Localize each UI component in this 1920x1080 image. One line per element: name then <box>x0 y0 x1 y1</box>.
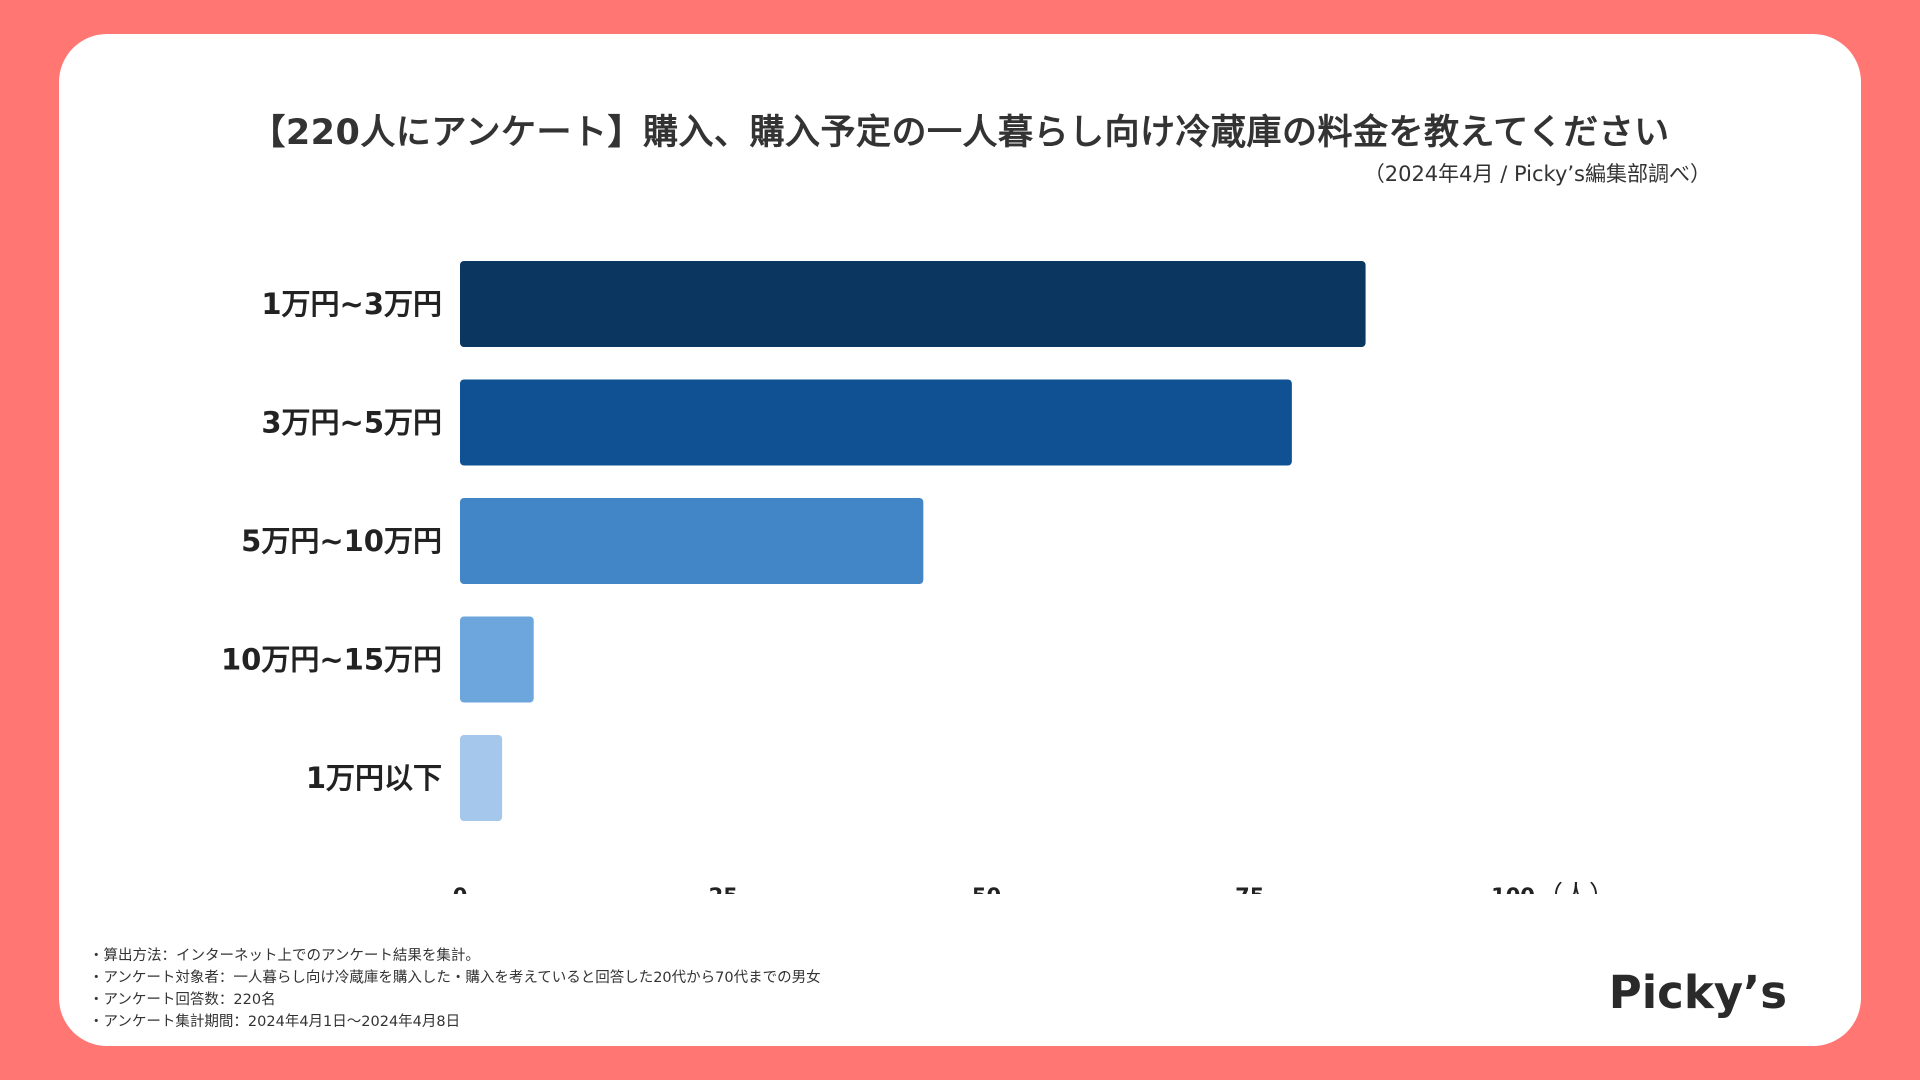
x-axis-unit: （人） <box>1537 881 1615 894</box>
category-label-2: 3万円~5万円 <box>261 406 442 440</box>
note-target: ・アンケート対象者：一人暮らし向け冷蔵庫を購入した・購入を考えていると回答した2… <box>89 970 821 986</box>
bar-1 <box>460 261 1366 347</box>
note-period: ・アンケート集計期間：2024年4月1日〜2024年4月8日 <box>89 1014 461 1030</box>
chart-card: 【220人にアンケート】購入、購入予定の一人暮らし向け冷蔵庫の料金を教えてくださ… <box>59 34 1861 1046</box>
category-label-1: 1万円~3万円 <box>261 287 442 321</box>
bar-4 <box>460 616 534 703</box>
x-tick-label-100: 100 <box>1491 884 1535 894</box>
category-label-5: 1万円以下 <box>306 761 442 795</box>
category-label-3: 5万円~10万円 <box>241 524 442 558</box>
bar-2 <box>460 379 1292 466</box>
survey-notes: ・算出方法：インターネット上でのアンケート結果を集計。 ・アンケート対象者：一人… <box>89 945 821 1033</box>
bar-5 <box>460 735 503 821</box>
bar-3 <box>460 498 924 584</box>
chart-title: 【220人にアンケート】購入、購入予定の一人暮らし向け冷蔵庫の料金を教えてくださ… <box>250 113 1670 153</box>
bar-chart: 1万円~3万円 3万円~5万円 5万円~10万円 10万円~15万円 1万円以下 0 25 5… <box>221 261 1615 894</box>
x-tick-label-50: 50 <box>972 884 1001 894</box>
note-method: ・算出方法：インターネット上でのアンケート結果を集計。 <box>89 948 480 964</box>
category-label-4: 10万円~15万円 <box>221 643 442 677</box>
x-tick-label-75: 75 <box>1235 884 1264 894</box>
x-tick-label-25: 25 <box>709 884 738 894</box>
note-count: ・アンケート回答数：220名 <box>89 992 276 1008</box>
chart-subtitle: （2024年4月 / Picky’s編集部調べ） <box>1363 162 1711 186</box>
x-tick-label-0: 0 <box>453 884 468 894</box>
pickys-logo: Picky’s <box>1608 966 1787 1019</box>
